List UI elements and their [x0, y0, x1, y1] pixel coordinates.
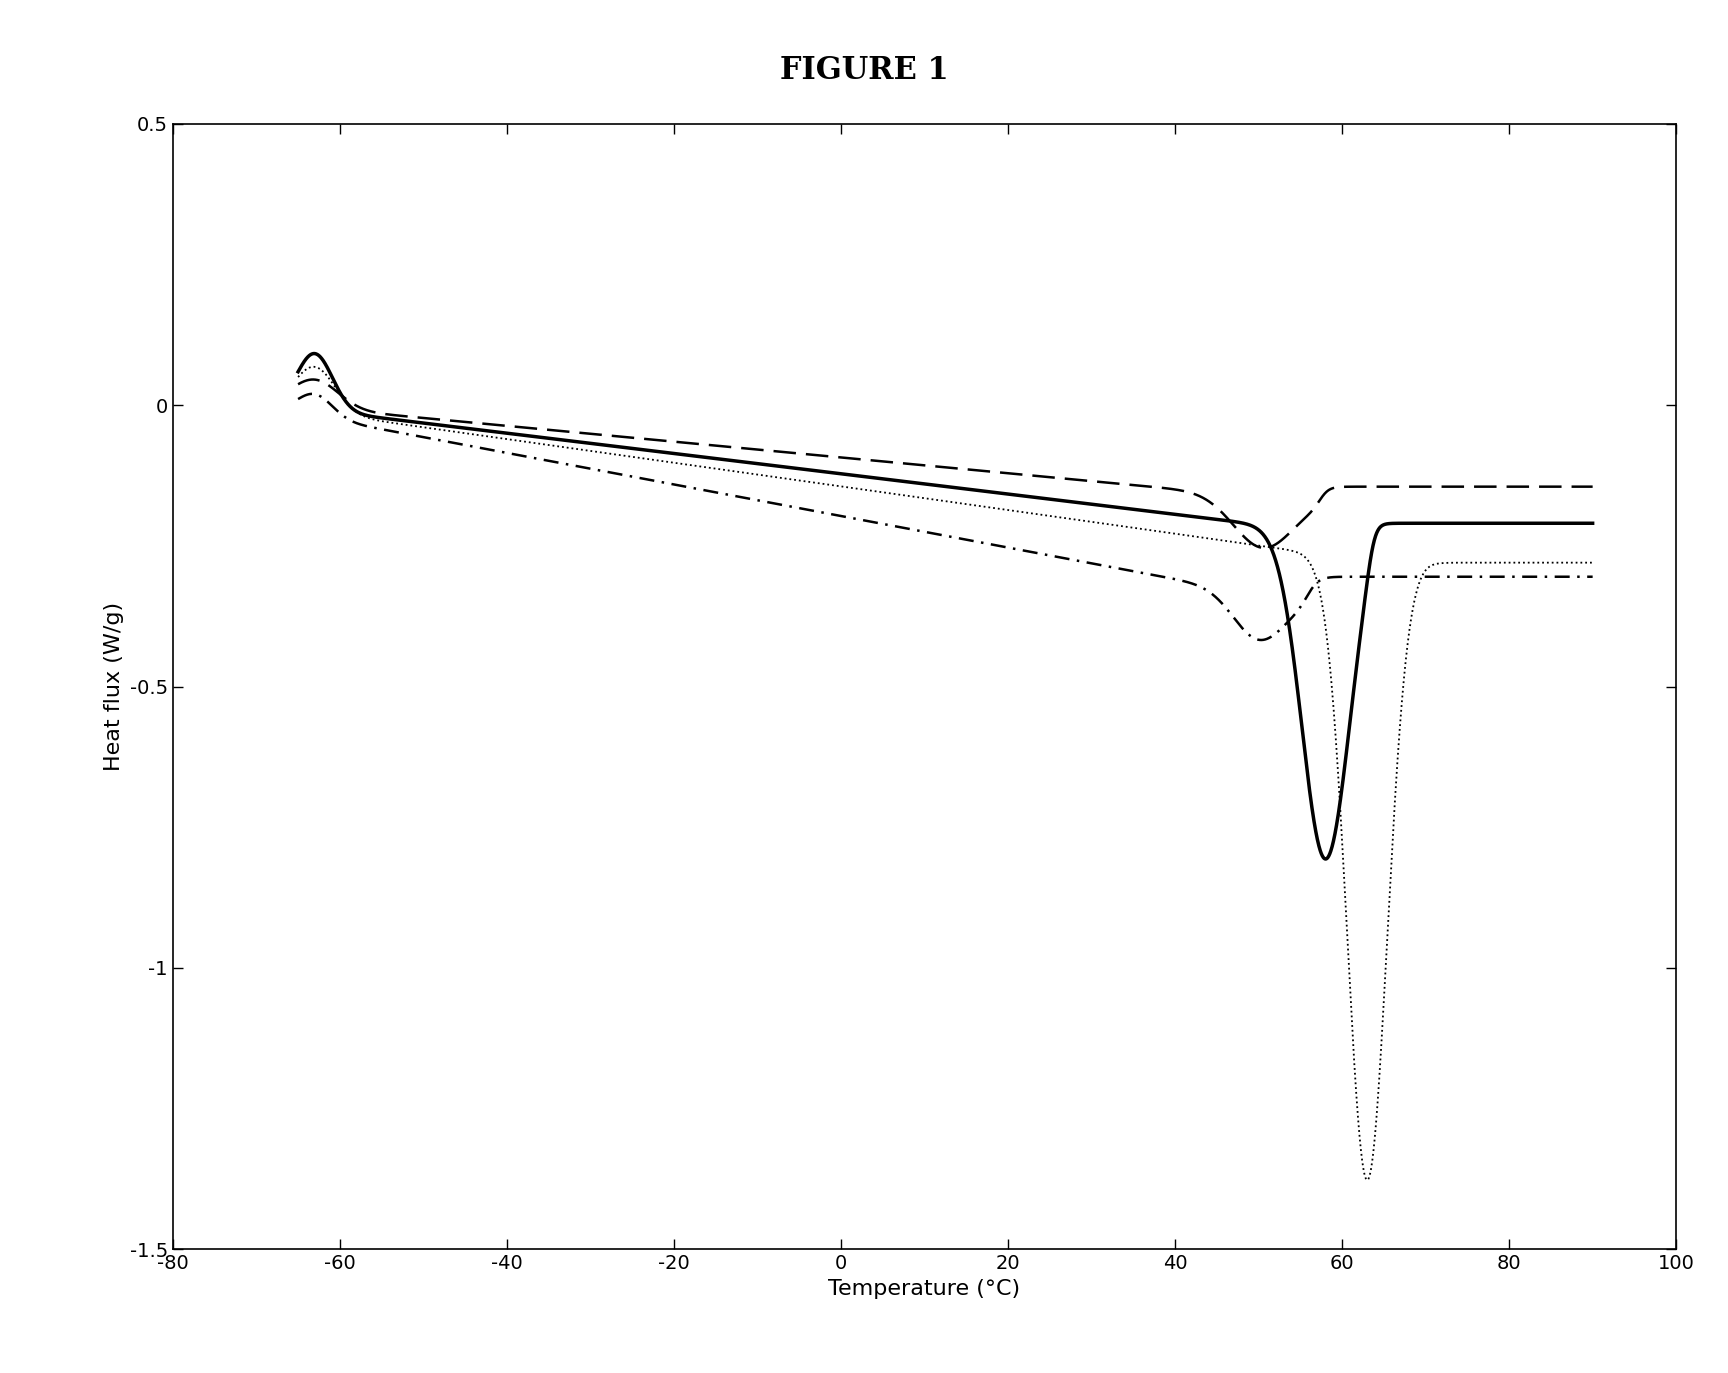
X-axis label: Temperature (°C): Temperature (°C) [828, 1278, 1021, 1299]
Y-axis label: Heat flux (W/g): Heat flux (W/g) [104, 601, 124, 772]
Text: FIGURE 1: FIGURE 1 [779, 55, 949, 86]
